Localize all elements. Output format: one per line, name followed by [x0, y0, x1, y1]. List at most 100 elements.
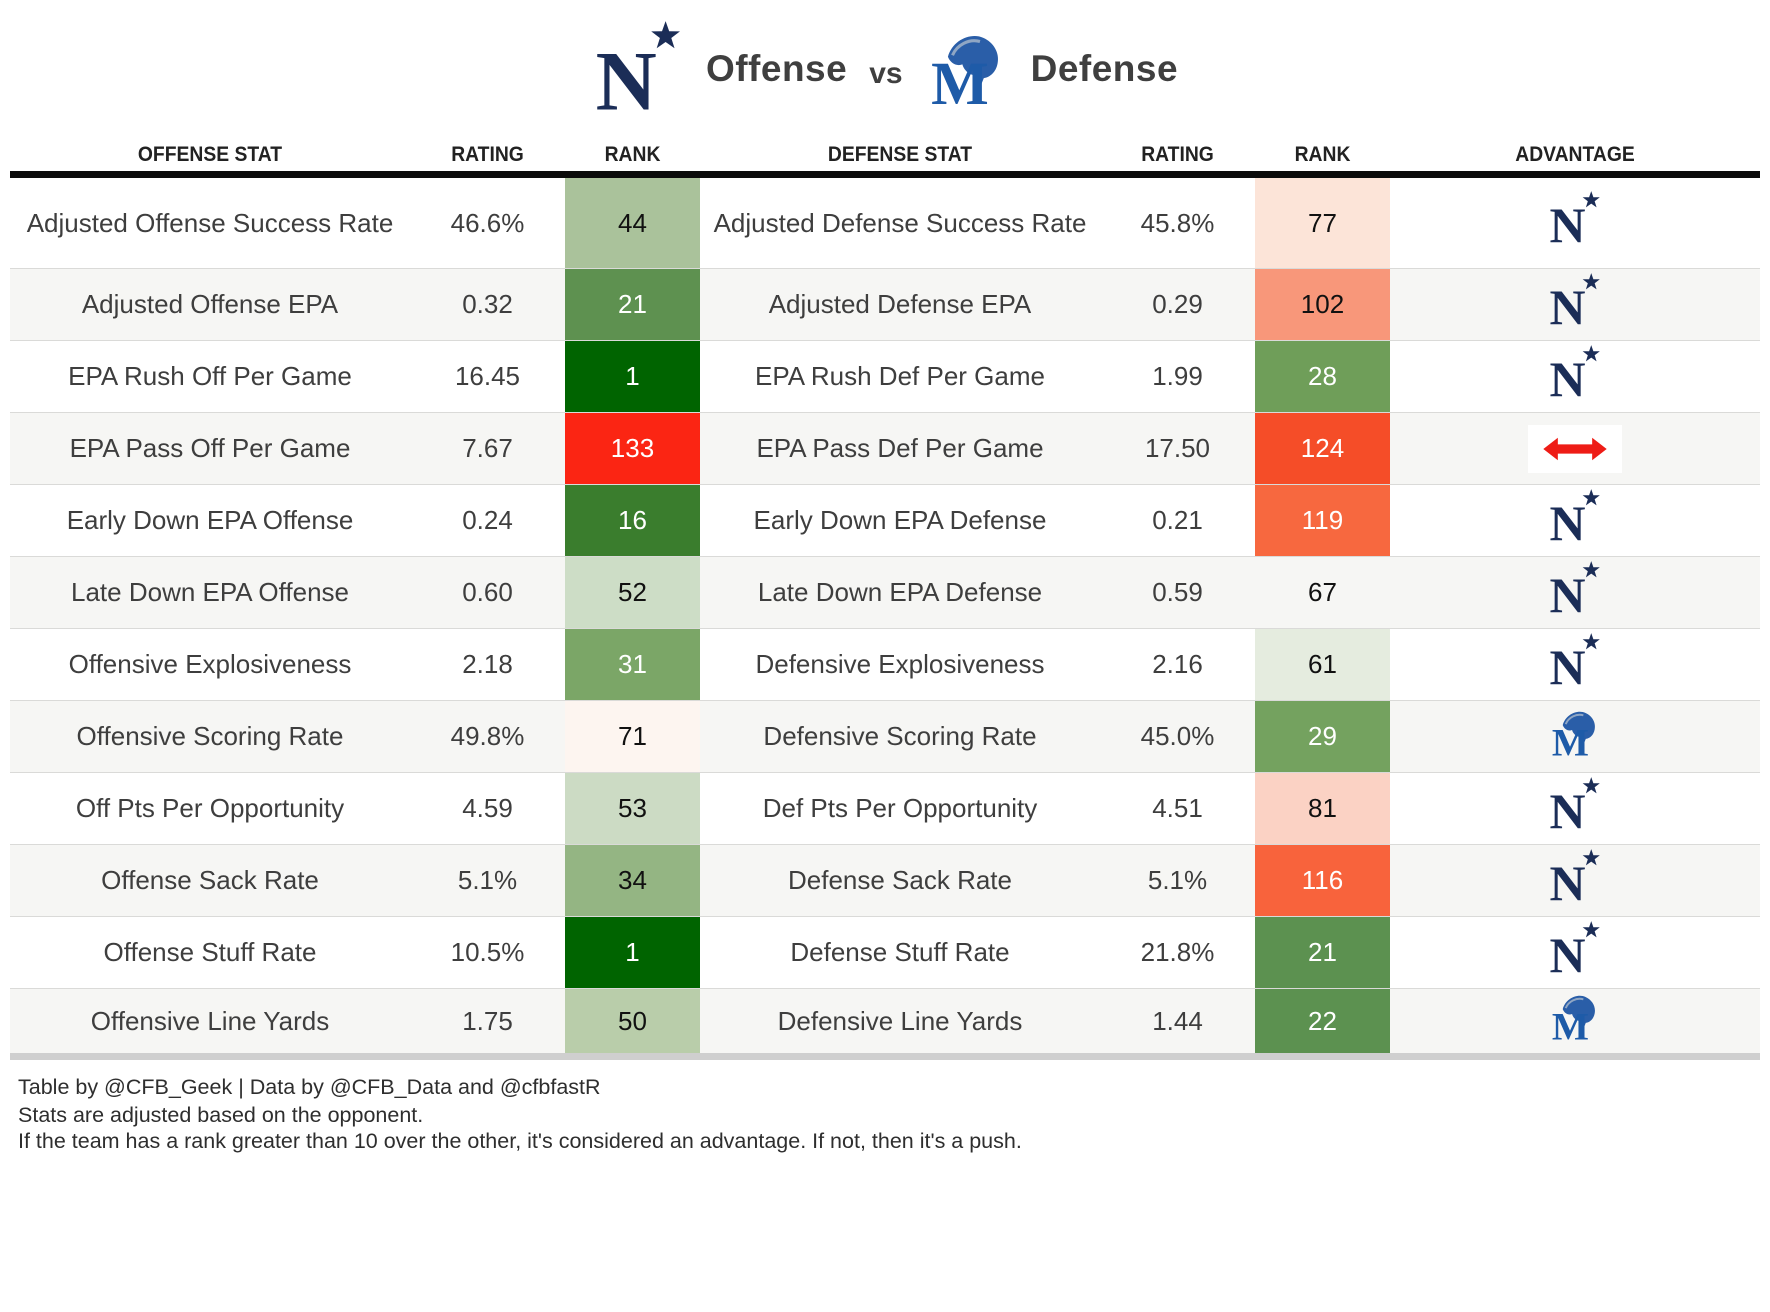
- defense-rank-cell: 28: [1255, 341, 1390, 412]
- table-row: Adjusted Offense Success Rate 46.6% 44 A…: [10, 178, 1760, 268]
- offense-rank-cell: 50: [565, 989, 700, 1053]
- offense-rank-cell: 53: [565, 773, 700, 844]
- table-footer: Table by @CFB_Geek | Data by @CFB_Data a…: [18, 1074, 1770, 1155]
- svg-text:N: N: [1549, 640, 1585, 690]
- navy-logo-icon: N: [1546, 190, 1604, 256]
- offense-title-label: Offense: [705, 48, 848, 89]
- table-row: Offense Stuff Rate 10.5% 1 Defense Stuff…: [10, 916, 1760, 988]
- defense-stat-label: Defense Stuff Rate: [790, 937, 1010, 968]
- offense-rank-cell: 16: [565, 485, 700, 556]
- svg-text:N: N: [1549, 784, 1585, 834]
- defense-rating-value: 2.16: [1152, 649, 1203, 680]
- offense-rating-value: 0.24: [462, 505, 513, 536]
- advantage-cell: M: [1390, 989, 1760, 1053]
- col-header-offense-rank: Rank: [604, 142, 661, 166]
- navy-logo-icon: N: [1546, 920, 1604, 986]
- page-title: N Offense vs M Defense: [0, 0, 1770, 138]
- footer-note-advantage-rule: If the team has a rank greater than 10 o…: [18, 1129, 1022, 1154]
- defense-stat-label: Adjusted Defense EPA: [768, 289, 1032, 320]
- defense-rating-value: 0.59: [1152, 577, 1203, 608]
- table-body: Adjusted Offense Success Rate 46.6% 44 A…: [10, 178, 1760, 1060]
- push-arrow-icon: [1528, 424, 1622, 473]
- defense-rating-value: 5.1%: [1147, 865, 1208, 896]
- offense-rank-cell: 34: [565, 845, 700, 916]
- offense-rank-cell: 44: [565, 178, 700, 268]
- svg-text:N: N: [1549, 280, 1585, 330]
- defense-rank-cell: 21: [1255, 917, 1390, 988]
- defense-rating-value: 45.8%: [1140, 207, 1215, 238]
- defense-rank-cell: 119: [1255, 485, 1390, 556]
- memphis-logo-icon: M: [925, 30, 1009, 108]
- defense-rating-value: 45.0%: [1140, 721, 1215, 752]
- advantage-cell: [1390, 413, 1760, 484]
- offense-stat-label: Adjusted Offense Success Rate: [26, 207, 394, 238]
- defense-stat-label: EPA Pass Def Per Game: [756, 433, 1044, 464]
- defense-rating-value: 1.44: [1152, 1005, 1203, 1036]
- navy-logo-icon: N: [1546, 344, 1604, 410]
- defense-stat-label: Defensive Scoring Rate: [763, 721, 1037, 752]
- col-header-defense-stat: Defense Stat: [827, 142, 973, 166]
- memphis-logo-icon: M: [1548, 708, 1602, 766]
- table-row: Late Down EPA Offense 0.60 52 Late Down …: [10, 556, 1760, 628]
- navy-logo-icon: N: [1546, 560, 1604, 626]
- svg-text:N: N: [1549, 352, 1585, 402]
- advantage-cell: N: [1390, 341, 1760, 412]
- col-header-defense-rank: Rank: [1294, 142, 1351, 166]
- vs-label: vs: [869, 57, 903, 90]
- defense-stat-label: Defensive Explosiveness: [755, 649, 1045, 680]
- defense-rank-cell: 81: [1255, 773, 1390, 844]
- advantage-cell: N: [1390, 557, 1760, 628]
- svg-text:M: M: [1552, 1006, 1589, 1042]
- table-header-row: Offense Stat Rating Rank Defense Stat Ra…: [10, 138, 1760, 178]
- defense-stat-label: Def Pts Per Opportunity: [762, 793, 1038, 824]
- defense-rank-cell: 116: [1255, 845, 1390, 916]
- advantage-cell: N: [1390, 269, 1760, 340]
- offense-stat-label: EPA Pass Off Per Game: [69, 433, 351, 464]
- svg-text:N: N: [1549, 856, 1585, 906]
- offense-rating-value: 46.6%: [450, 207, 525, 238]
- offense-stat-label: Late Down EPA Offense: [71, 577, 349, 608]
- advantage-cell: N: [1390, 845, 1760, 916]
- footer-note-adjusted: Stats are adjusted based on the opponent…: [18, 1103, 424, 1128]
- navy-logo-icon: N: [1546, 848, 1604, 914]
- svg-text:M: M: [931, 51, 989, 108]
- offense-rating-value: 1.75: [462, 1005, 513, 1036]
- defense-title-label: Defense: [1030, 48, 1179, 89]
- defense-rank-cell: 67: [1308, 577, 1337, 608]
- offense-rank-cell: 71: [565, 701, 700, 772]
- defense-rating-value: 21.8%: [1140, 937, 1215, 968]
- offense-rating-value: 7.67: [462, 433, 513, 464]
- col-header-advantage: Advantage: [1515, 142, 1635, 166]
- offense-stat-label: Offensive Scoring Rate: [76, 721, 344, 752]
- footer-credit-line: Table by @CFB_Geek | Data by @CFB_Data a…: [18, 1075, 601, 1099]
- defense-rank-cell: 29: [1255, 701, 1390, 772]
- offense-rank-cell: 133: [565, 413, 700, 484]
- svg-text:N: N: [1549, 928, 1585, 978]
- defense-stat-label: Defensive Line Yards: [777, 1005, 1023, 1036]
- svg-text:N: N: [1549, 496, 1585, 546]
- table-row: Off Pts Per Opportunity 4.59 53 Def Pts …: [10, 772, 1760, 844]
- defense-rating-value: 0.29: [1152, 289, 1203, 320]
- advantage-cell: N: [1390, 629, 1760, 700]
- defense-stat-label: Early Down EPA Defense: [753, 505, 1047, 536]
- table-row: Offensive Scoring Rate 49.8% 71 Defensiv…: [10, 700, 1760, 772]
- offense-stat-label: Offense Stuff Rate: [103, 937, 317, 968]
- offense-stat-label: Offensive Line Yards: [90, 1005, 330, 1036]
- memphis-logo-icon: M: [1548, 992, 1602, 1050]
- svg-text:M: M: [1552, 721, 1589, 757]
- defense-rating-value: 4.51: [1152, 793, 1203, 824]
- table-row: Adjusted Offense EPA 0.32 21 Adjusted De…: [10, 268, 1760, 340]
- advantage-cell: M: [1390, 701, 1760, 772]
- offense-rating-value: 16.45: [454, 361, 521, 392]
- svg-text:N: N: [1549, 568, 1585, 618]
- svg-text:N: N: [1549, 198, 1585, 248]
- offense-rating-value: 0.60: [462, 577, 513, 608]
- offense-rank-cell: 31: [565, 629, 700, 700]
- offense-rating-value: 49.8%: [450, 721, 525, 752]
- defense-rank-cell: 124: [1255, 413, 1390, 484]
- offense-stat-label: Offense Sack Rate: [101, 865, 319, 896]
- navy-logo-icon: N: [1546, 776, 1604, 842]
- offense-rank-cell: 1: [565, 917, 700, 988]
- offense-stat-label: Early Down EPA Offense: [66, 505, 354, 536]
- table-row: Offensive Explosiveness 2.18 31 Defensiv…: [10, 628, 1760, 700]
